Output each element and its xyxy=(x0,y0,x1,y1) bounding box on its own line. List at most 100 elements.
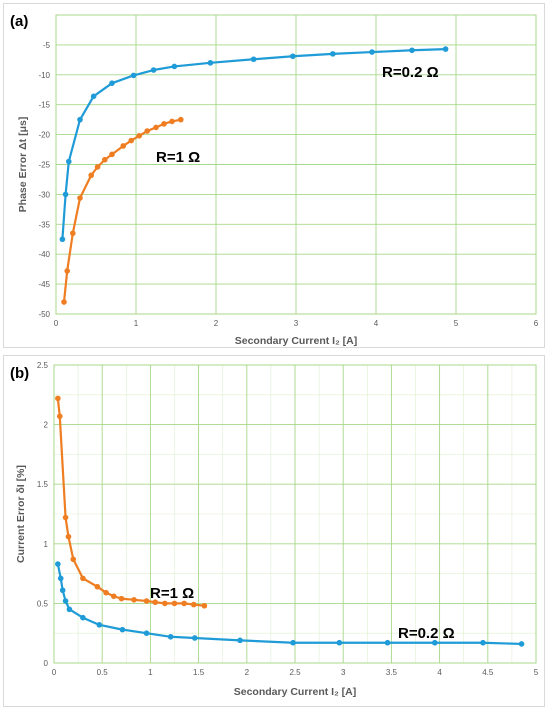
data-point-1 xyxy=(64,268,70,274)
data-point-0 xyxy=(130,72,137,79)
data-point-0 xyxy=(77,116,83,123)
data-point-0 xyxy=(110,593,117,600)
data-point-0 xyxy=(80,575,86,582)
y-tick-label: -25 xyxy=(38,161,50,170)
data-point-0 xyxy=(190,601,197,608)
data-point-1 xyxy=(88,172,94,179)
x-tick-label: 6 xyxy=(534,319,539,328)
x-tick-label: 1 xyxy=(148,668,153,677)
phase-error-chart: 0 1 2 3 4 5 6 -5 -10 -15 -20 -25 -30 -35 -40 -45 -50 Seco… xyxy=(10,13,539,347)
data-point-0 xyxy=(65,533,72,540)
x-axis-title: Secondary Current I₂ [A] xyxy=(234,686,357,698)
data-point-0 xyxy=(369,49,375,55)
data-point-1 xyxy=(178,116,184,123)
data-point-0 xyxy=(118,595,125,602)
y-tick-label: 0.5 xyxy=(37,599,49,608)
data-point-1 xyxy=(62,598,69,604)
y-tick-label: 1.5 xyxy=(37,480,49,489)
data-point-1 xyxy=(153,124,159,131)
data-point-1 xyxy=(120,143,126,149)
y-tick-label: 0 xyxy=(44,659,49,668)
x-tick-label: 0 xyxy=(54,319,59,328)
y-tick-label: -35 xyxy=(38,220,50,229)
x-tick-label: 4 xyxy=(437,668,442,677)
data-point-0 xyxy=(62,514,69,521)
data-point-0 xyxy=(162,600,168,607)
x-tick-label: 2 xyxy=(214,319,219,328)
data-point-1 xyxy=(94,164,101,170)
data-point-0 xyxy=(171,600,178,607)
chart-panel-a: 0 1 2 3 4 5 6 -5 -10 -15 -20 -25 -30 -35 -40 -45 -50 Seco… xyxy=(3,3,545,348)
data-point-1 xyxy=(144,128,150,134)
data-point-1 xyxy=(336,639,343,646)
x-tick-label: 3 xyxy=(294,319,299,328)
y-tick-label: -15 xyxy=(38,101,50,110)
data-point-1 xyxy=(61,299,67,305)
data-point-0 xyxy=(62,191,69,198)
data-point-0 xyxy=(207,60,214,66)
x-tick-label: 4 xyxy=(374,319,379,328)
x-tick-label: 3.5 xyxy=(386,668,398,677)
data-point-1 xyxy=(96,622,103,628)
data-point-1 xyxy=(136,132,142,139)
y-tick-label: 2 xyxy=(44,421,49,430)
data-point-1 xyxy=(290,639,296,646)
current-error-chart: 0 0.5 1 1.5 2 2.5 3 3.5 4 4.5 5 0 0.5 1 1.5 2 2.5 Seconda… xyxy=(10,361,539,698)
x-tick-label: 0 xyxy=(52,668,57,677)
data-point-1 xyxy=(161,121,167,127)
data-point-0 xyxy=(94,583,101,590)
data-point-1 xyxy=(169,118,175,125)
panel-label: (b) xyxy=(10,365,29,382)
series-annotation: R=1 Ω xyxy=(150,585,194,602)
x-tick-label: 2 xyxy=(245,668,250,677)
x-tick-label: 1.5 xyxy=(193,668,205,677)
data-point-1 xyxy=(109,151,115,158)
data-point-1 xyxy=(167,633,174,640)
series-annotation: R=0.2 Ω xyxy=(382,64,439,81)
data-point-1 xyxy=(431,639,438,646)
series-line-0 xyxy=(56,398,205,607)
data-point-0 xyxy=(171,63,178,70)
data-point-0 xyxy=(90,93,97,100)
y-tick-label: -50 xyxy=(38,310,50,319)
data-point-1 xyxy=(384,639,391,646)
data-point-1 xyxy=(77,195,83,201)
x-axis-title: Secondary Current I₂ [A] xyxy=(235,335,358,347)
x-tick-label: 5 xyxy=(534,668,539,677)
chart-panel-b: 0 0.5 1 1.5 2 2.5 3 3.5 4 4.5 5 0 0.5 1 1.5 2 2.5 Seconda… xyxy=(3,355,545,707)
data-point-0 xyxy=(290,53,296,60)
data-point-0 xyxy=(152,599,159,606)
x-tick-label: 0.5 xyxy=(97,668,109,677)
data-point-0 xyxy=(103,589,109,596)
y-tick-label: -30 xyxy=(38,190,50,199)
data-point-0 xyxy=(330,51,336,57)
series-annotation: R=1 Ω xyxy=(156,149,200,166)
y-tick-label: -45 xyxy=(38,280,50,289)
y-axis-title: Current Error δI [%] xyxy=(15,465,27,563)
panel-label: (a) xyxy=(10,13,28,30)
plot-area: 0 1 2 3 4 5 6 -5 -10 -15 -20 -25 -30 -35 -40 -45 -50 xyxy=(38,14,539,328)
data-point-1 xyxy=(128,137,134,144)
data-point-0 xyxy=(70,556,77,563)
series-line-0 xyxy=(61,47,446,240)
data-point-1 xyxy=(80,614,86,621)
plot-area: 0 0.5 1 1.5 2 2.5 3 3.5 4 4.5 5 0 0.5 1 1.5 2 2.5 xyxy=(37,361,539,677)
data-point-1 xyxy=(143,630,150,636)
x-tick-label: 1 xyxy=(134,319,139,328)
data-point-0 xyxy=(201,602,208,609)
x-tick-label: 5 xyxy=(454,319,459,328)
data-point-0 xyxy=(409,47,415,54)
data-point-0 xyxy=(250,56,257,63)
y-tick-label: 1 xyxy=(44,540,49,549)
plot-frame xyxy=(55,14,537,315)
data-point-1 xyxy=(55,561,61,567)
x-tick-label: 4.5 xyxy=(482,668,494,677)
x-tick-label: 2.5 xyxy=(289,668,301,677)
data-point-1 xyxy=(518,641,525,647)
y-tick-label: -10 xyxy=(38,71,50,80)
x-tick-label: 3 xyxy=(341,668,346,677)
series-line-1 xyxy=(62,118,182,303)
y-tick-label: -20 xyxy=(38,131,50,140)
data-point-1 xyxy=(480,639,486,646)
y-tick-label: 2.5 xyxy=(37,361,49,370)
